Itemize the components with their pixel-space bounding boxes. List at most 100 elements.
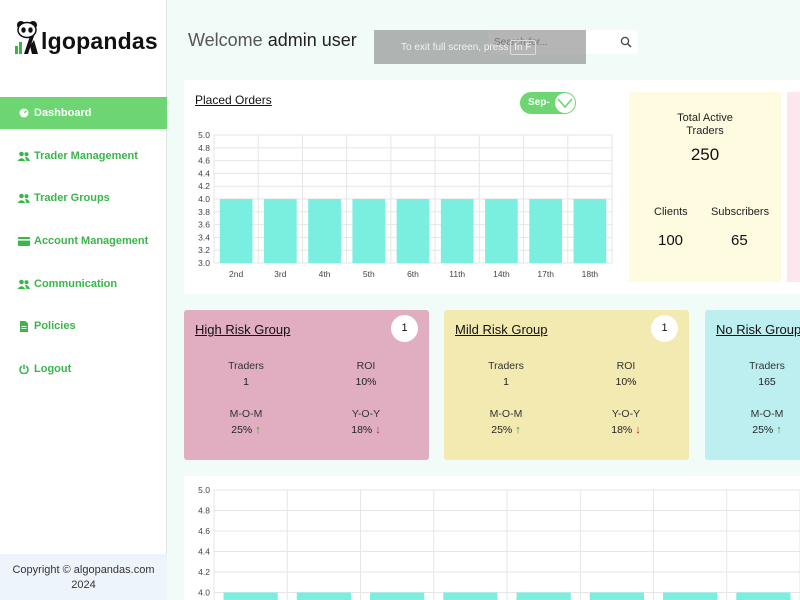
risk-group-title: No Risk Group <box>716 322 800 337</box>
welcome-prefix: Welcome <box>188 30 263 50</box>
x-tick-label: 3rd <box>274 269 287 279</box>
chart-bar[interactable] <box>370 592 425 600</box>
y-tick-label: 4.6 <box>198 526 210 536</box>
high-risk-group-card[interactable]: High Risk Group 1 Traders 1 ROI 10% M-O-… <box>184 310 429 460</box>
stats-title-line: Traders <box>686 125 724 137</box>
sidebar-item-logout[interactable]: Logout <box>0 353 167 385</box>
traders-label: Traders <box>488 360 524 372</box>
welcome-user: admin user <box>267 30 357 50</box>
y-tick-label: 5.0 <box>198 485 210 495</box>
y-tick-label: 4.8 <box>198 506 210 516</box>
mom-label: M-O-M <box>750 408 784 420</box>
chart-bar[interactable] <box>573 199 607 263</box>
logo-text: lgopandas <box>41 28 158 54</box>
subscribers-value: 65 <box>731 232 748 249</box>
sidebar-item-communication[interactable]: Communication <box>0 268 167 300</box>
yoy-percent: 18% <box>351 424 373 436</box>
chart-bar[interactable] <box>589 592 644 600</box>
mom-percent: 25% <box>752 424 774 436</box>
panda-logo-icon <box>15 21 38 54</box>
y-tick-label: 4.4 <box>198 168 210 178</box>
chart-bar[interactable] <box>352 199 386 263</box>
yoy-value: 18% ↓ <box>581 424 671 436</box>
arrow-up-icon: ↑ <box>255 424 261 436</box>
copyright-line: Copyright © algopandas.com <box>12 564 155 576</box>
yoy-label: Y-O-Y <box>611 408 641 420</box>
risk-group-title: High Risk Group <box>195 322 291 337</box>
month-select[interactable]: Sep- <box>520 92 576 114</box>
mom-percent: 25% <box>491 424 513 436</box>
traders-stats-card: Total Active Traders 250 Clients Subscri… <box>629 92 781 282</box>
copyright-year: 2024 <box>71 579 96 591</box>
power-icon <box>17 363 30 375</box>
chart-bar[interactable] <box>223 592 278 600</box>
x-tick-label: 18th <box>582 269 599 279</box>
roi-label: ROI <box>356 360 376 372</box>
sidebar-item-dashboard[interactable]: Dashboard <box>0 97 167 129</box>
app-logo[interactable]: lgopandas <box>14 18 158 54</box>
arrow-down-icon: ↓ <box>375 424 381 436</box>
no-risk-group-card[interactable]: No Risk Group Traders 165 M-O-M 25% ↑ <box>705 310 800 460</box>
y-tick-label: 4.4 <box>198 547 210 557</box>
chart-bar[interactable] <box>663 592 718 600</box>
roi-label: ROI <box>616 360 636 372</box>
arrow-up-icon: ↑ <box>515 424 521 436</box>
y-tick-label: 4.0 <box>198 194 210 204</box>
clients-label: Clients <box>654 206 688 218</box>
chart-bar[interactable] <box>443 592 498 600</box>
placed-orders-title: Placed Orders <box>195 93 272 107</box>
mom-value: 25% ↑ <box>201 424 291 436</box>
users-icon <box>17 278 30 290</box>
yoy-percent: 18% <box>611 424 633 436</box>
sidebar: lgopandas Dashboard Trader Management Tr… <box>0 0 167 600</box>
bottom-bar-chart: 5.0 4.8 4.6 4.4 4.2 4.0 <box>198 485 800 600</box>
y-tick-label: 4.8 <box>198 143 210 153</box>
chart-bar[interactable] <box>736 592 791 600</box>
chart-bar[interactable] <box>308 199 341 263</box>
y-tick-label: 4.6 <box>198 156 210 166</box>
clients-value: 100 <box>658 232 684 249</box>
chart-bar[interactable] <box>296 592 351 600</box>
y-tick-label: 3.8 <box>198 207 210 217</box>
users-icon <box>17 150 30 162</box>
fullscreen-key: fn F <box>510 39 536 55</box>
mild-risk-group-card[interactable]: Mild Risk Group 1 Traders 1 ROI 10% M-O-… <box>444 310 689 460</box>
arrow-down-icon: ↓ <box>635 424 641 436</box>
x-tick-label: 17th <box>537 269 554 279</box>
document-icon <box>17 320 30 332</box>
y-tick-label: 3.6 <box>198 220 210 230</box>
y-tick-label: 3.0 <box>198 258 210 268</box>
sidebar-item-account-management[interactable]: Account Management <box>0 225 167 257</box>
fullscreen-notice: To exit full screen, press fn F <box>374 30 586 64</box>
sidebar-item-policies[interactable]: Policies <box>0 310 167 342</box>
chart-bar[interactable] <box>516 592 571 600</box>
x-tick-label: 5th <box>363 269 375 279</box>
dashboard-icon <box>17 107 30 119</box>
traders-value: 165 <box>758 376 776 388</box>
chart-bar[interactable] <box>263 199 297 263</box>
mom-value: 25% ↑ <box>722 424 800 436</box>
fullscreen-notice-text: To exit full screen, press <box>401 41 509 53</box>
chart-bar[interactable] <box>529 199 563 263</box>
chart-bar[interactable] <box>219 199 253 263</box>
arrow-up-icon: ↑ <box>776 424 782 436</box>
risk-group-title: Mild Risk Group <box>455 322 548 337</box>
chart-bar[interactable] <box>485 199 518 263</box>
sidebar-item-trader-management[interactable]: Trader Management <box>0 140 167 172</box>
users-icon <box>17 192 30 204</box>
sidebar-item-trader-groups[interactable]: Trader Groups <box>0 182 167 214</box>
placed-orders-chart: 5.0 4.8 4.6 4.4 4.2 4.0 3.8 3.6 3.4 3.2 3.0 2nd 3rd 4… <box>198 130 613 279</box>
mom-percent: 25% <box>231 424 253 436</box>
copyright: Copyright © algopandas.com 2024 <box>0 554 167 600</box>
y-tick-label: 4.2 <box>198 181 210 191</box>
search-icon[interactable] <box>620 36 632 48</box>
traders-value: 1 <box>503 376 509 388</box>
sidebar-item-label: Communication <box>34 277 118 290</box>
chart-bar[interactable] <box>396 199 430 263</box>
welcome-message: Welcome admin user <box>188 30 357 51</box>
stats-title-line: Total Active <box>677 112 733 124</box>
sidebar-item-label: Policies <box>34 320 76 333</box>
x-tick-label: 2nd <box>229 269 243 279</box>
chart-bar[interactable] <box>440 199 474 263</box>
traders-label: Traders <box>228 360 264 372</box>
